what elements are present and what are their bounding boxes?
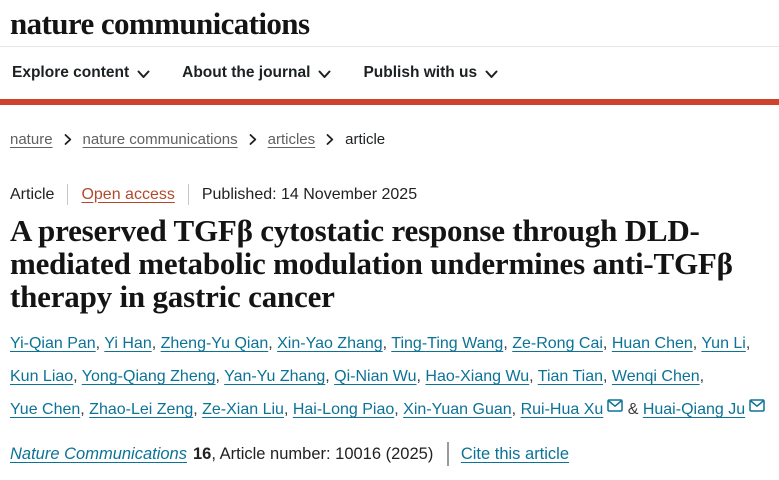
author-separator: , xyxy=(699,368,705,385)
chevron-right-icon xyxy=(249,134,256,145)
author-separator: , xyxy=(268,335,278,352)
chevron-down-icon xyxy=(485,70,498,78)
nav-item-about-the-journal[interactable]: About the journal xyxy=(182,64,331,82)
meta-divider xyxy=(187,184,189,205)
author-separator: , xyxy=(95,335,105,352)
author-link[interactable]: Wenqi Chen xyxy=(611,368,700,385)
nav-item-label: Publish with us xyxy=(363,64,478,81)
chevron-down-icon xyxy=(318,70,331,78)
author-separator: , xyxy=(692,335,702,352)
author-link[interactable]: Yong-Qiang Zheng xyxy=(81,368,216,385)
nav-item-explore-content[interactable]: Explore content xyxy=(12,64,150,82)
author-link[interactable]: Zhao-Lei Zeng xyxy=(89,401,194,418)
article-number-text: , Article number: 10016 (2025) xyxy=(211,444,434,463)
nav-item-label: About the journal xyxy=(182,64,311,81)
author-separator: , xyxy=(603,368,612,385)
author-link[interactable]: Huan Chen xyxy=(611,335,693,352)
logo-row: nature communications xyxy=(0,0,779,47)
author-link[interactable]: Yan-Yu Zhang xyxy=(224,368,326,385)
author-link[interactable]: Yi-Qian Pan xyxy=(10,335,96,352)
author-link[interactable]: Xin-Yao Zhang xyxy=(277,335,383,352)
breadcrumb-item-nature-communications[interactable]: nature communications xyxy=(82,131,238,148)
journal-name-link[interactable]: Nature Communications xyxy=(10,444,187,463)
open-access-link[interactable]: Open access xyxy=(81,185,175,203)
email-icon[interactable] xyxy=(749,399,765,412)
breadcrumb: nature nature communications articles artic… xyxy=(10,131,769,148)
author-link[interactable]: Hao-Xiang Wu xyxy=(425,368,530,385)
citation-divider xyxy=(447,442,449,466)
author-separator: , xyxy=(503,335,513,352)
author-separator: , xyxy=(511,401,521,418)
breadcrumb-item-article: article xyxy=(345,131,386,148)
volume-number: 16 xyxy=(193,444,212,463)
author-link[interactable]: Yi Han xyxy=(104,335,152,352)
nav-item-publish-with-us[interactable]: Publish with us xyxy=(363,64,498,82)
author-link[interactable]: Xin-Yuan Guan xyxy=(403,401,512,418)
author-link[interactable]: Zheng-Yu Qian xyxy=(160,335,269,352)
site-header: nature communications Explore content Abo… xyxy=(0,0,779,105)
author-separator: , xyxy=(283,401,293,418)
author-link[interactable]: Ting-Ting Wang xyxy=(391,335,504,352)
author-separator: , xyxy=(80,401,90,418)
meta-divider xyxy=(67,184,69,205)
author-list: Yi-Qian Pan, Yi Han, Zheng-Yu Qian, Xin-… xyxy=(10,327,769,426)
author-link[interactable]: Ze-Rong Cai xyxy=(512,335,603,352)
brand-red-bar xyxy=(0,99,779,105)
breadcrumb-item-articles[interactable]: articles xyxy=(267,131,316,148)
chevron-right-icon xyxy=(326,134,334,145)
author-link[interactable]: Tian Tian xyxy=(537,368,603,385)
author-separator: & xyxy=(623,401,643,418)
article-meta-row: Article Open access Published: 14 Novemb… xyxy=(10,184,769,205)
author-link[interactable]: Huai-Qiang Ju xyxy=(642,401,746,418)
email-icon[interactable] xyxy=(607,399,624,412)
article-title: A preserved TGFβ cytostatic response thr… xyxy=(10,213,733,314)
main-nav: Explore content About the journal Publish … xyxy=(0,47,779,99)
article-header-section: nature nature communications articles artic… xyxy=(0,131,779,466)
author-separator: , xyxy=(602,335,612,352)
breadcrumb-item-nature[interactable]: nature xyxy=(10,131,53,148)
author-separator: , xyxy=(529,368,538,385)
author-separator: , xyxy=(394,401,404,418)
author-separator: , xyxy=(193,401,203,418)
author-separator: , xyxy=(215,368,225,385)
author-link[interactable]: Rui-Hua Xu xyxy=(520,401,604,418)
author-separator: , xyxy=(416,368,426,385)
author-separator: , xyxy=(325,368,335,385)
chevron-down-icon xyxy=(137,70,150,78)
author-separator: , xyxy=(73,368,82,385)
nav-item-label: Explore content xyxy=(12,64,130,81)
citation-line: Nature Communications 16, Article number… xyxy=(10,442,769,466)
journal-logo[interactable]: nature communications xyxy=(10,6,310,41)
author-link[interactable]: Yue Chen xyxy=(10,401,81,418)
author-link[interactable]: Ze-Xian Liu xyxy=(202,401,284,418)
author-separator: , xyxy=(151,335,161,352)
author-separator: , xyxy=(745,335,751,352)
chevron-right-icon xyxy=(64,134,71,145)
author-link[interactable]: Yun Li xyxy=(701,335,746,352)
author-link[interactable]: Hai-Long Piao xyxy=(292,401,395,418)
published-date: Published: 14 November 2025 xyxy=(201,185,418,203)
cite-this-article-link[interactable]: Cite this article xyxy=(460,444,570,463)
article-type-label: Article xyxy=(10,185,55,203)
author-link[interactable]: Qi-Nian Wu xyxy=(334,368,417,385)
author-separator: , xyxy=(382,335,392,352)
author-link[interactable]: Kun Liao xyxy=(10,368,74,385)
